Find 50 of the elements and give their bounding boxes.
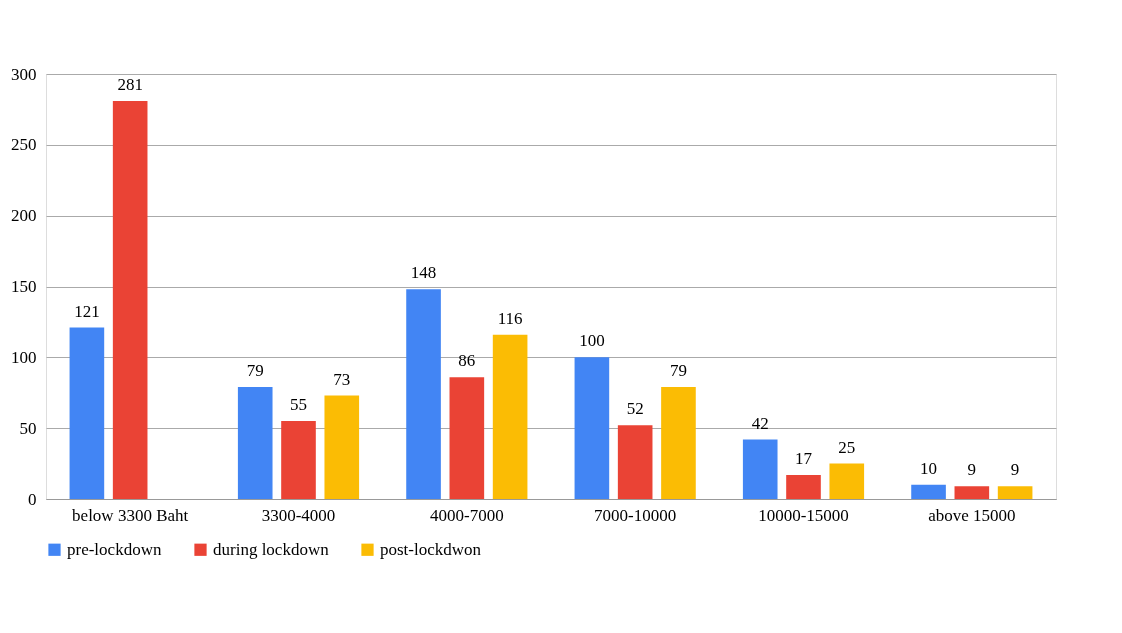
data-label: 116 <box>497 308 523 328</box>
x-tick-label: 10000-15000 <box>758 505 849 525</box>
data-label: 17 <box>795 448 813 468</box>
bar <box>997 486 1033 499</box>
data-label: 52 <box>626 399 644 419</box>
bar <box>112 100 148 499</box>
data-label: 9 <box>967 460 977 480</box>
x-tick-label: 3300-4000 <box>261 505 336 525</box>
bar <box>574 357 610 499</box>
bar <box>911 484 946 499</box>
bar <box>829 463 865 499</box>
x-tick-label: below 3300 Baht <box>72 505 189 525</box>
data-label: 121 <box>74 301 100 321</box>
x-tick-label: above 15000 <box>928 505 1016 525</box>
bar <box>237 387 273 499</box>
data-label: 42 <box>751 413 769 433</box>
bar <box>281 421 316 499</box>
y-tick-label: 150 <box>11 277 37 296</box>
bar <box>69 327 105 499</box>
y-tick-label: 100 <box>11 347 37 367</box>
y-tick-label: 0 <box>28 489 37 509</box>
data-label: 9 <box>1010 460 1020 480</box>
data-label: 55 <box>290 395 307 415</box>
bar <box>449 377 485 499</box>
y-tick-label: 300 <box>11 64 37 84</box>
y-tick-label: 50 <box>19 418 37 438</box>
x-tick-label: 7000-10000 <box>594 505 677 525</box>
data-label: 10 <box>920 458 938 478</box>
bar <box>742 439 778 499</box>
data-label: 79 <box>246 361 264 381</box>
data-label: 86 <box>458 351 476 371</box>
data-label: 79 <box>669 361 687 381</box>
data-label: 25 <box>838 437 856 457</box>
legend-label: during lockdown <box>213 539 330 559</box>
x-tick-label: 4000-7000 <box>430 505 504 525</box>
bar <box>661 387 696 499</box>
bar <box>406 289 441 499</box>
legend-label: post-lockdwon <box>380 539 482 559</box>
y-tick-label: 200 <box>11 206 37 226</box>
legend-label: pre-lockdown <box>67 539 162 559</box>
data-label: 100 <box>579 331 605 351</box>
data-label: 148 <box>410 263 437 283</box>
data-label: 281 <box>117 74 143 94</box>
bar <box>324 395 360 499</box>
bar <box>492 334 528 499</box>
y-tick-label: 250 <box>11 135 37 155</box>
bar <box>954 486 990 499</box>
data-label: 73 <box>333 369 351 389</box>
bar <box>786 474 821 499</box>
bar <box>617 425 653 499</box>
